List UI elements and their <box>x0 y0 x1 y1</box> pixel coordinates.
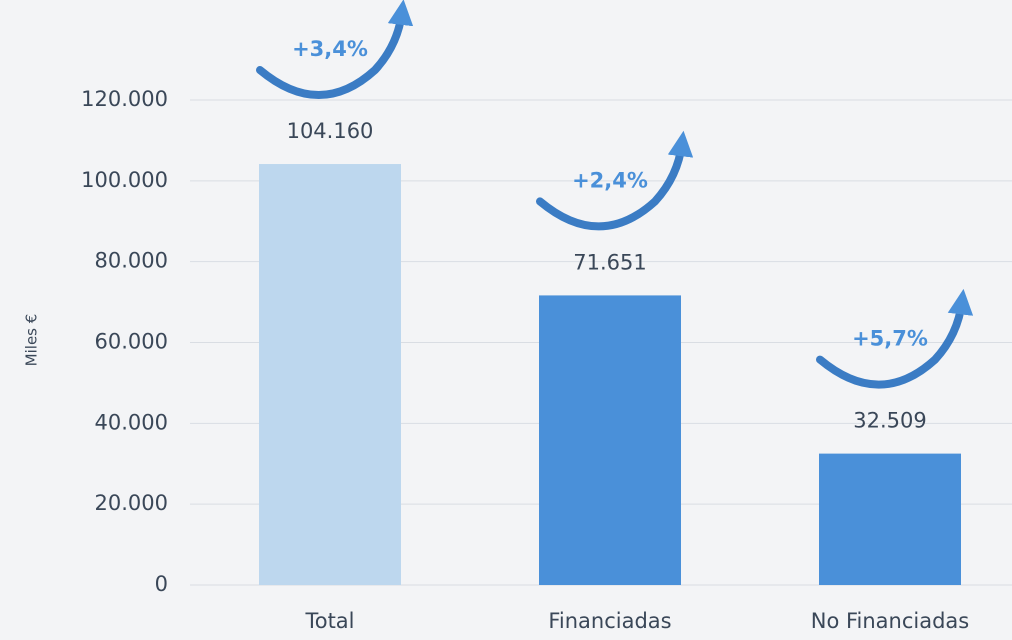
y-tick-label: 80.000 <box>95 249 168 273</box>
bar <box>259 164 401 585</box>
value-label: 32.509 <box>853 409 926 433</box>
x-tick-label: Total <box>304 609 354 633</box>
y-tick-label: 40.000 <box>95 410 168 434</box>
y-tick-label: 60.000 <box>95 330 168 354</box>
growth-arrow <box>816 288 974 389</box>
growth-label: +5,7% <box>852 327 928 351</box>
x-tick-label: No Financiadas <box>811 609 970 633</box>
growth-arrow <box>256 0 414 100</box>
y-tick-label: 100.000 <box>81 168 168 192</box>
y-axis-title: Miles € <box>23 314 41 367</box>
value-label: 71.651 <box>573 250 646 274</box>
bar <box>539 295 681 585</box>
growth-arrow <box>536 130 694 231</box>
x-tick-label: Financiadas <box>548 609 671 633</box>
y-tick-label: 120.000 <box>81 87 168 111</box>
bar <box>819 453 961 585</box>
value-label: 104.160 <box>287 119 374 143</box>
growth-label: +2,4% <box>572 168 648 192</box>
y-tick-label: 20.000 <box>95 491 168 515</box>
y-tick-label: 0 <box>155 572 168 596</box>
growth-label: +3,4% <box>292 37 368 61</box>
